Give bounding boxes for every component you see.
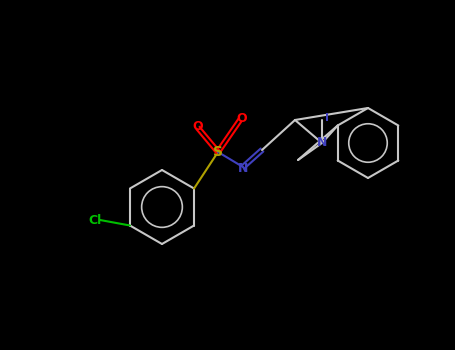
Text: N: N [238, 162, 248, 175]
Text: N: N [317, 136, 327, 149]
Text: O: O [192, 119, 203, 133]
Text: O: O [237, 112, 248, 125]
Text: Cl: Cl [88, 214, 101, 226]
Text: I: I [325, 113, 329, 123]
Text: S: S [213, 145, 223, 159]
